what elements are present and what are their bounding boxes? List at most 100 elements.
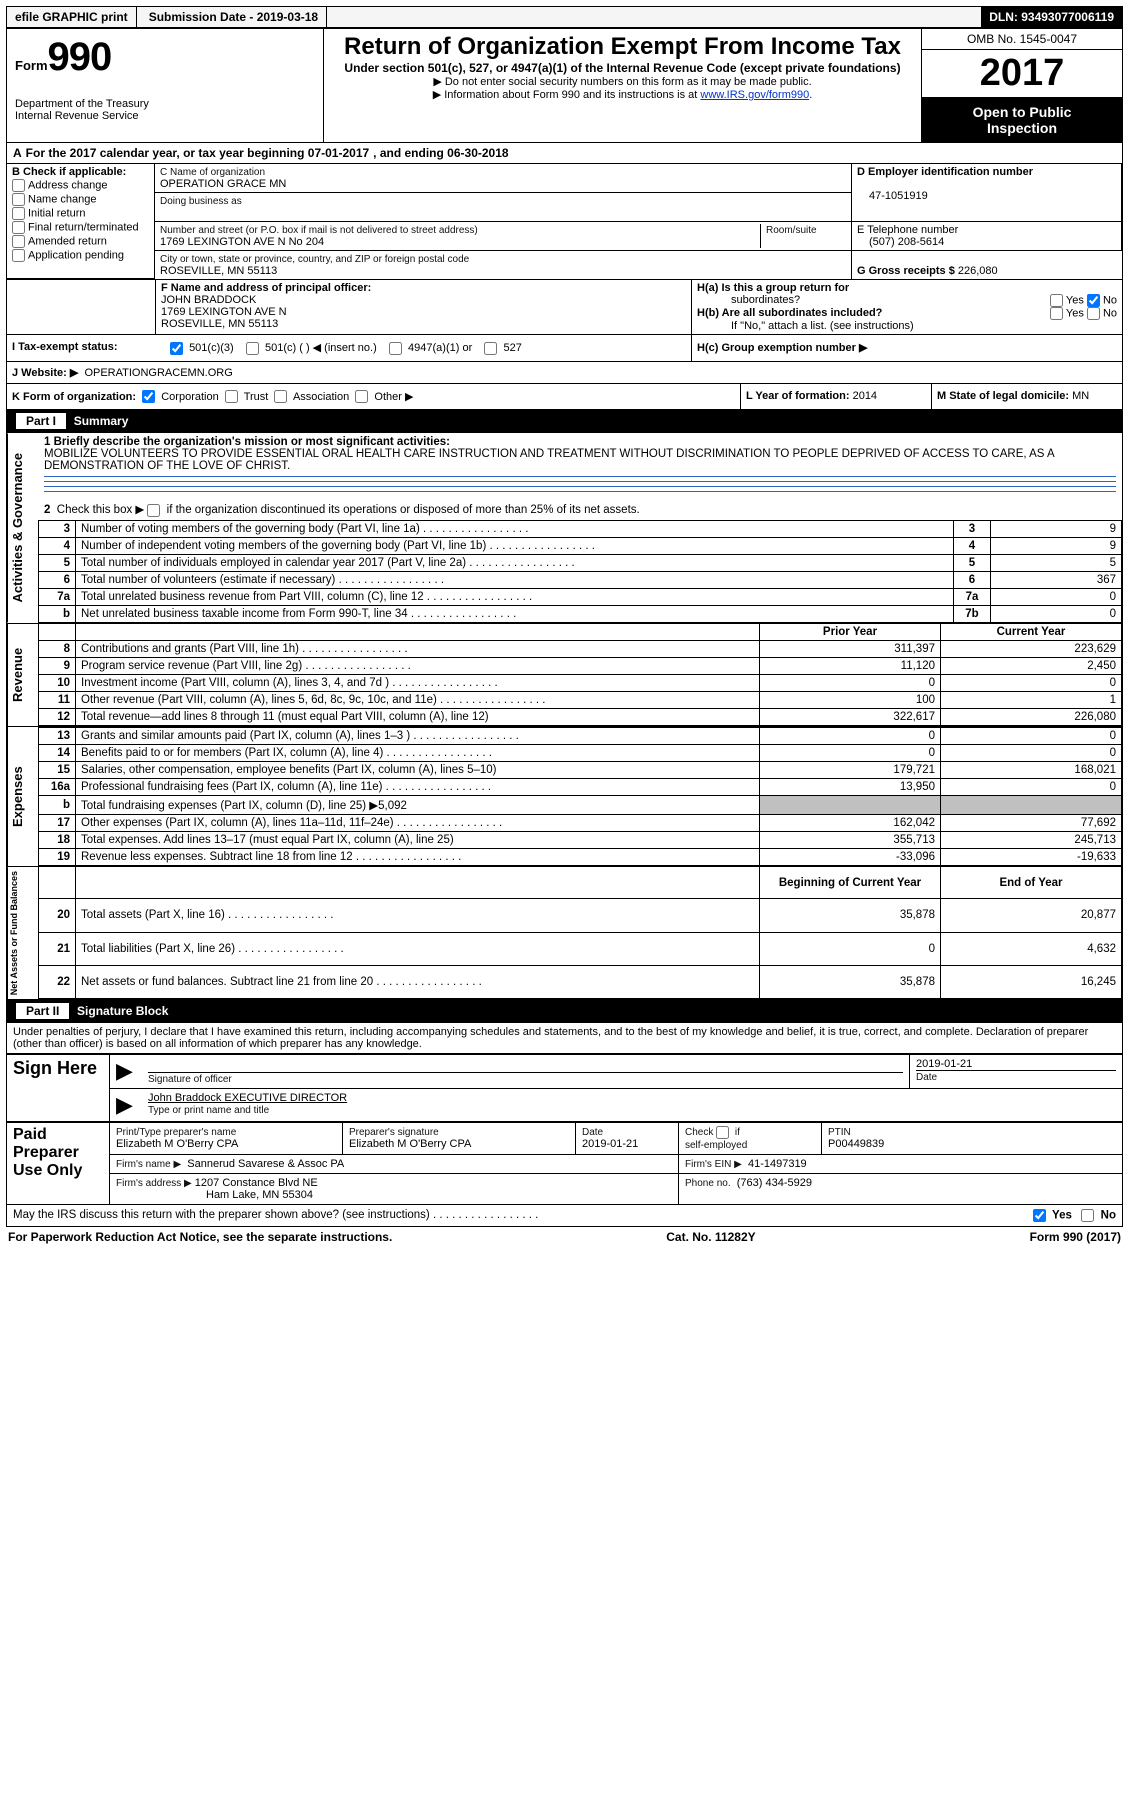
d16b: Total fundraising expenses (Part IX, col…: [76, 795, 760, 814]
lbl-application-pending: Application pending: [28, 249, 124, 261]
self-employed-label: Check ifself-employed: [685, 1127, 747, 1151]
chk-self-employed[interactable]: [716, 1126, 729, 1139]
revenue-table: Prior YearCurrent Year 8Contributions an…: [38, 624, 1122, 726]
i-label: I Tax-exempt status:: [12, 341, 118, 353]
part-ii-header: Part II Signature Block: [6, 1000, 1123, 1023]
c21: 4,632: [941, 932, 1122, 965]
hb-label: H(b) Are all subordinates included?: [697, 307, 882, 320]
lbl-amended-return: Amended return: [28, 235, 107, 247]
n8: 8: [39, 640, 76, 657]
paperwork-notice: For Paperwork Reduction Act Notice, see …: [8, 1230, 392, 1244]
top-bar: efile GRAPHIC print Submission Date - 20…: [6, 6, 1123, 28]
d3: Number of voting members of the governin…: [76, 520, 954, 537]
net-assets-table: Beginning of Current YearEnd of Year 20T…: [38, 867, 1122, 999]
omb-number: OMB No. 1545-0047: [922, 29, 1122, 50]
prep-date: 2019-01-21: [582, 1138, 638, 1150]
chk-application-pending[interactable]: [12, 249, 25, 262]
chk-corporation[interactable]: [142, 390, 155, 403]
expenses-table: 13Grants and similar amounts paid (Part …: [38, 727, 1122, 866]
d21: Total liabilities (Part X, line 26): [76, 932, 760, 965]
d20: Total assets (Part X, line 16): [76, 899, 760, 932]
p12: 322,617: [760, 708, 941, 725]
row-a-text1: For the 2017 calendar year, or tax year …: [26, 146, 370, 160]
d6: Total number of volunteers (estimate if …: [76, 571, 954, 588]
lbl-initial-return: Initial return: [28, 207, 85, 219]
d12: Total revenue—add lines 8 through 11 (mu…: [76, 708, 760, 725]
cat-no: Cat. No. 11282Y: [666, 1230, 755, 1244]
p13: 0: [760, 727, 941, 744]
e-label: E Telephone number: [857, 224, 958, 236]
chk-527[interactable]: [484, 342, 497, 355]
chk-hb-yes[interactable]: [1050, 307, 1063, 320]
line2-text: 2 Check this box ▶ if the organization d…: [44, 504, 640, 516]
chk-ha-no[interactable]: [1087, 294, 1100, 307]
chk-address-change[interactable]: [12, 179, 25, 192]
paid-preparer-table: Paid Preparer Use Only Print/Type prepar…: [6, 1122, 1123, 1205]
irs-link[interactable]: www.IRS.gov/form990: [700, 89, 809, 101]
l-label: L Year of formation:: [746, 390, 850, 402]
chk-501c[interactable]: [246, 342, 259, 355]
v7a: 0: [991, 588, 1122, 605]
c9: 2,450: [941, 657, 1122, 674]
d9: Program service revenue (Part VIII, line…: [76, 657, 760, 674]
chk-discuss-no[interactable]: [1081, 1209, 1094, 1222]
chk-trust[interactable]: [225, 390, 238, 403]
n20: 20: [39, 899, 76, 932]
b4: 4: [954, 537, 991, 554]
open-public-1: Open to Public: [973, 104, 1072, 120]
c15: 168,021: [941, 761, 1122, 778]
n13: 13: [39, 727, 76, 744]
c16a: 0: [941, 778, 1122, 795]
lbl-527: 527: [504, 342, 522, 354]
ptin-label: PTIN: [828, 1127, 851, 1138]
prep-name: Elizabeth M O'Berry CPA: [116, 1138, 238, 1150]
chk-discuss-yes[interactable]: [1033, 1209, 1046, 1222]
c11: 1: [941, 691, 1122, 708]
lbl-association: Association: [293, 391, 349, 403]
chk-hb-no[interactable]: [1087, 307, 1100, 320]
city-state-zip: ROSEVILLE, MN 55113: [160, 265, 277, 277]
v5: 5: [991, 554, 1122, 571]
d19: Revenue less expenses. Subtract line 18 …: [76, 848, 760, 865]
chk-ha-yes[interactable]: [1050, 294, 1063, 307]
chk-name-change[interactable]: [12, 193, 25, 206]
c22: 16,245: [941, 965, 1122, 998]
c17: 77,692: [941, 814, 1122, 831]
chk-final-return[interactable]: [12, 221, 25, 234]
chk-initial-return[interactable]: [12, 207, 25, 220]
lbl-trust: Trust: [244, 391, 269, 403]
paid-preparer-label: Paid Preparer Use Only: [7, 1122, 110, 1204]
b3: 3: [954, 520, 991, 537]
prep-sig: Elizabeth M O'Berry CPA: [349, 1138, 471, 1150]
n17: 17: [39, 814, 76, 831]
org-name: OPERATION GRACE MN: [160, 178, 286, 190]
n15: 15: [39, 761, 76, 778]
dln: DLN: 93493077006119: [981, 7, 1122, 27]
room-label: Room/suite: [766, 225, 817, 236]
note-ssn: ▶ Do not enter social security numbers o…: [332, 75, 913, 88]
chk-association[interactable]: [274, 390, 287, 403]
submission-date: Submission Date - 2019-03-18: [141, 7, 327, 27]
chk-501c3[interactable]: [170, 342, 183, 355]
p9: 11,120: [760, 657, 941, 674]
n7b: b: [39, 605, 76, 622]
efile-label[interactable]: efile GRAPHIC print: [7, 7, 137, 27]
chk-other[interactable]: [355, 390, 368, 403]
j-label: J Website: ▶: [12, 367, 78, 379]
part-i-title: Summary: [74, 414, 129, 428]
form-title: Return of Organization Exempt From Incom…: [332, 33, 913, 61]
chk-amended-return[interactable]: [12, 235, 25, 248]
chk-4947[interactable]: [389, 342, 402, 355]
n11: 11: [39, 691, 76, 708]
c20: 20,877: [941, 899, 1122, 932]
b5: 5: [954, 554, 991, 571]
chk-discontinued[interactable]: [147, 504, 160, 517]
p8: 311,397: [760, 640, 941, 657]
hdr-begin: Beginning of Current Year: [760, 867, 941, 899]
form-990-2017: Form 990 (2017): [1030, 1230, 1121, 1244]
officer-name: JOHN BRADDOCK: [161, 294, 256, 306]
d22: Net assets or fund balances. Subtract li…: [76, 965, 760, 998]
side-expenses: Expenses: [7, 727, 38, 866]
p11: 100: [760, 691, 941, 708]
firm-phone: (763) 434-5929: [737, 1177, 812, 1189]
